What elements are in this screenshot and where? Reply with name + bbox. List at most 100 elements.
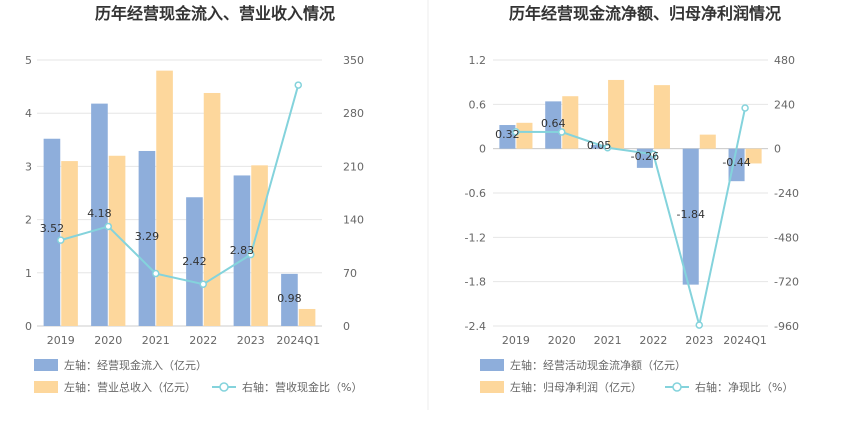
x-axis-tick: 2019	[502, 334, 530, 347]
data-label: -1.84	[676, 208, 704, 221]
x-axis-tick: 2022	[189, 334, 217, 347]
bar-primary	[499, 125, 516, 149]
bar-secondary	[608, 79, 625, 149]
chart-title: 历年经营现金流入、营业收入情况	[95, 4, 335, 23]
bar-secondary	[203, 92, 221, 326]
data-label: -0.26	[631, 150, 659, 163]
data-label: -0.44	[722, 156, 750, 169]
right-axis-tick: 240	[774, 98, 795, 111]
x-axis-tick: 2020	[94, 334, 122, 347]
bar-secondary	[745, 148, 762, 164]
right-axis-tick: 350	[343, 54, 364, 67]
bar-secondary	[516, 122, 533, 149]
bar-secondary	[156, 70, 173, 326]
data-label: 2.42	[182, 255, 207, 268]
bar-secondary	[699, 134, 716, 149]
ratio-point	[558, 128, 566, 136]
right-axis-tick: -480	[774, 231, 799, 244]
data-label: 0.98	[277, 292, 302, 305]
data-label: 3.52	[40, 222, 65, 235]
right-axis-tick: -240	[774, 187, 799, 200]
legend-label: 左轴：经营活动现金流净额（亿元）	[510, 358, 686, 372]
left-axis-tick: 0.6	[469, 98, 487, 111]
bar-primary	[186, 197, 203, 326]
ratio-point	[695, 321, 703, 329]
ratio-point	[603, 143, 612, 152]
left-axis-tick: 2	[25, 214, 32, 227]
left-axis-tick: -1.2	[465, 231, 486, 244]
ratio-point	[741, 104, 749, 112]
data-label: 4.18	[87, 207, 112, 220]
left-axis-tick: 4	[25, 107, 32, 120]
x-axis-tick: 2024Q1	[276, 334, 320, 347]
right-axis-tick: 480	[774, 54, 795, 67]
ratio-point	[649, 150, 658, 158]
bar-secondary	[653, 85, 670, 149]
bar-primary	[91, 103, 108, 327]
right-axis-tick: 0	[774, 143, 781, 156]
right-axis-tick: 0	[343, 320, 350, 333]
data-label: 2.83	[230, 244, 255, 257]
x-axis-tick: 2020	[548, 334, 576, 347]
legend-label: 右轴：净现比（%）	[695, 380, 793, 394]
bar-primary	[233, 175, 251, 326]
bar-secondary	[108, 155, 126, 326]
left-axis-tick: -0.6	[465, 187, 486, 200]
ratio-point	[152, 269, 160, 278]
bar-primary	[728, 148, 745, 182]
bar-primary	[281, 273, 298, 326]
legend-label: 左轴：经营现金流入（亿元）	[64, 358, 207, 372]
legend-swatch	[34, 359, 58, 371]
ratio-point	[57, 236, 65, 244]
x-axis-tick: 2024Q1	[723, 334, 767, 347]
chart-title: 历年经营现金流净额、归母净利润情况	[509, 4, 781, 23]
data-label: 0.05	[587, 139, 612, 152]
legend: 左轴：经营活动现金流净额（亿元） 左轴：归母净利润（亿元） 右轴：净现比（%）	[480, 358, 793, 394]
left-axis-tick: 1.2	[469, 54, 487, 67]
right-axis-tick: -720	[774, 276, 799, 289]
bar-primary	[138, 150, 156, 326]
ratio-point	[247, 250, 255, 259]
chart-2: 历年经营现金流净额、归母净利润情况 -2.4 -1.8 -1.2 -0.6 0 0.6 1.2…	[465, 4, 799, 394]
right-axis-tick: 210	[343, 160, 364, 173]
ratio-line	[60, 84, 300, 286]
x-axis-tick: 2022	[639, 334, 667, 347]
legend-swatch	[34, 381, 58, 393]
data-label: 0.64	[541, 117, 566, 130]
x-axis-tick: 2021	[594, 334, 622, 347]
legend: 左轴：经营现金流入（亿元） 左轴：营业总收入（亿元） 右轴：营收现金比（%）	[34, 358, 362, 394]
legend-swatch	[480, 381, 504, 393]
right-axis-tick: 280	[343, 107, 364, 120]
ratio-point	[199, 280, 207, 288]
x-axis-tick: 2023	[237, 334, 265, 347]
data-label: 0.32	[495, 128, 520, 141]
left-axis-tick: -2.4	[465, 320, 486, 333]
bar-secondary	[61, 161, 78, 326]
left-axis-tick: 3	[25, 160, 32, 173]
right-axis-tick: -960	[774, 320, 799, 333]
right-axis-tick: 140	[343, 214, 364, 227]
x-axis-tick: 2021	[142, 334, 170, 347]
legend-label: 右轴：营收现金比（%）	[242, 380, 362, 394]
left-axis-tick: 0	[479, 143, 486, 156]
bar-primary	[591, 144, 608, 149]
legend-label: 左轴：营业总收入（亿元）	[64, 380, 196, 394]
left-axis-tick: 1	[25, 267, 32, 280]
ratio-point	[512, 128, 520, 136]
left-axis-tick: -1.8	[465, 276, 486, 289]
x-axis-tick: 2023	[685, 334, 713, 347]
legend-label: 左轴：归母净利润（亿元）	[510, 380, 642, 394]
left-axis-tick: 0	[25, 320, 32, 333]
legend-marker	[672, 382, 682, 392]
chart-1: 历年经营现金流入、营业收入情况 0 1 2 3 4 5 0 70 140 210 280 350 2019…	[25, 4, 364, 394]
bar-primary	[682, 148, 699, 285]
bar-primary	[43, 138, 61, 326]
data-label: 3.29	[135, 230, 160, 243]
x-axis-tick: 2019	[47, 334, 75, 347]
ratio-point	[104, 222, 112, 231]
ratio-line	[515, 107, 747, 326]
left-axis-tick: 5	[25, 54, 32, 67]
bar-secondary	[298, 308, 316, 326]
legend-marker	[219, 382, 229, 392]
